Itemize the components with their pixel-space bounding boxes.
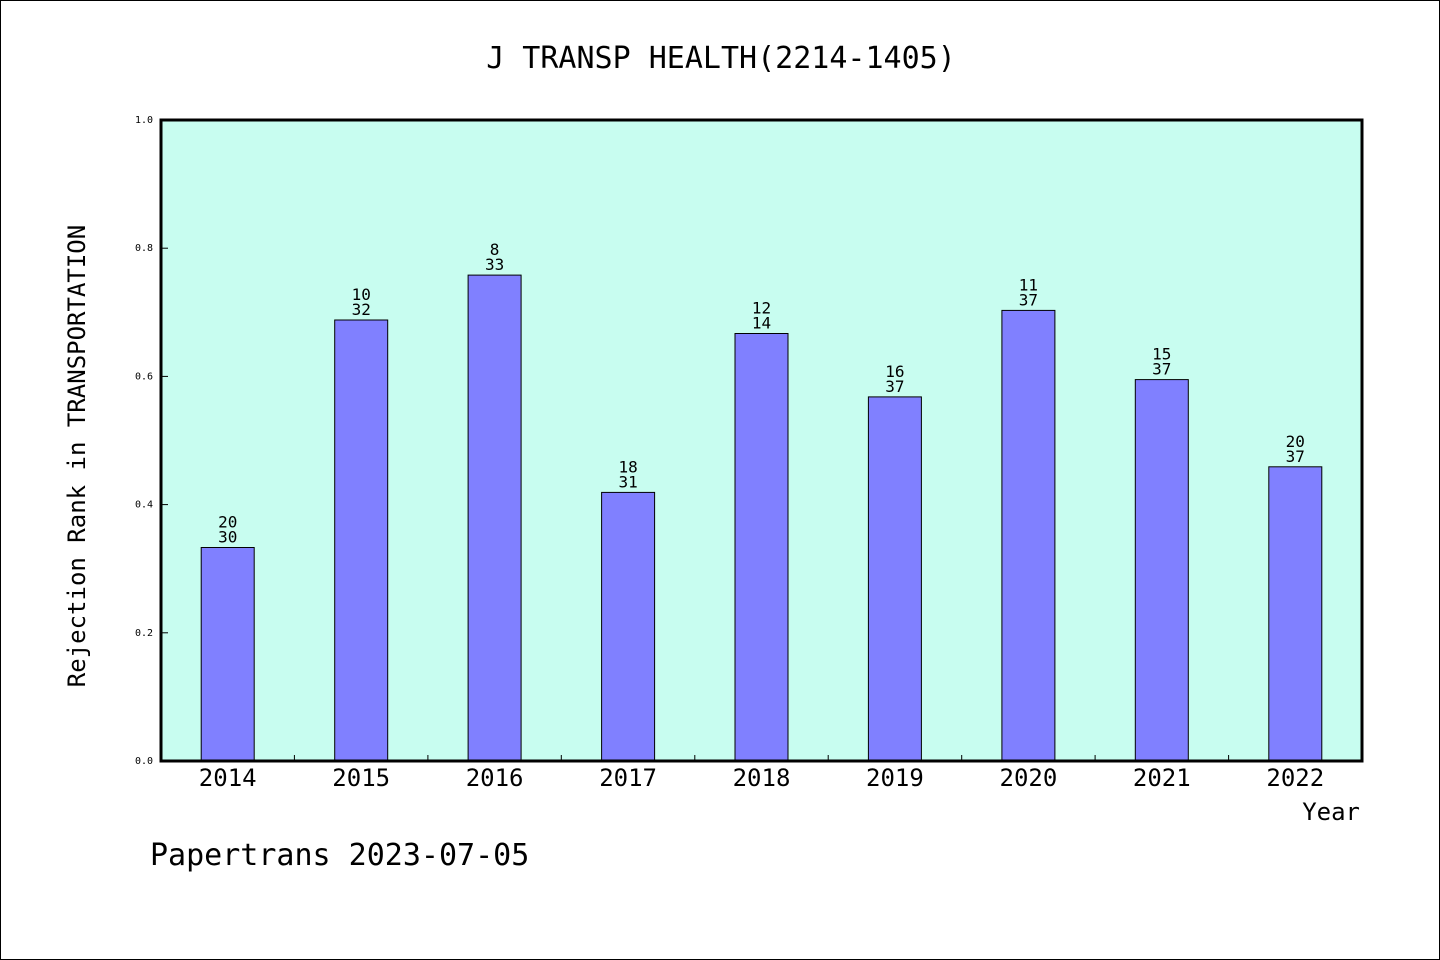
bar-label-top-2020: 11	[1019, 275, 1038, 294]
bar-label-bottom-2021: 37	[1152, 360, 1171, 379]
bar-label-bottom-2020: 37	[1019, 290, 1038, 309]
bar-label-bottom-2014: 30	[218, 528, 237, 547]
bar-label-top-2019: 16	[885, 362, 904, 381]
bar-2020	[1001, 309, 1056, 762]
bar-2014	[200, 547, 255, 762]
bar-2018	[734, 333, 789, 762]
bar-label-bottom-2018: 14	[752, 314, 771, 333]
x-tick-label-2021: 2021	[1133, 764, 1191, 792]
x-axis-label: Year	[1302, 798, 1360, 826]
bar-label-top-2015: 10	[352, 285, 371, 304]
bar-2016	[467, 274, 522, 762]
bar-label-top-2022: 20	[1286, 432, 1305, 451]
bar-label-bottom-2016: 33	[485, 255, 504, 274]
y-tick-label-0.2: 0.2	[135, 628, 153, 639]
y-tick-label-1.0: 1.0	[135, 115, 153, 126]
x-tick-label-2015: 2015	[332, 764, 390, 792]
x-tick-label-2019: 2019	[866, 764, 924, 792]
bar-label-top-2018: 12	[752, 299, 771, 318]
y-tick-label-0.8: 0.8	[135, 243, 153, 254]
bar-label-top-2021: 15	[1152, 345, 1171, 364]
x-tick-label-2022: 2022	[1266, 764, 1324, 792]
bar-label-bottom-2022: 37	[1286, 447, 1305, 466]
bar-2019	[867, 396, 922, 762]
chart-title: J TRANSP HEALTH(2214-1405)	[486, 41, 956, 76]
bars-layer	[200, 274, 1323, 762]
x-tick-label-2016: 2016	[466, 764, 524, 792]
bar-label-top-2017: 18	[618, 457, 637, 476]
bar-label-bottom-2019: 37	[885, 377, 904, 396]
plot-frame	[159, 118, 1364, 763]
bar-label-top-2016: 8	[490, 240, 500, 259]
x-axis: 2014 2015 2016 2017 2018 2019 2020 2021 2022	[199, 755, 1324, 792]
bar-2017	[601, 491, 656, 762]
footer-credit: Papertrans 2023-07-05	[150, 838, 529, 873]
x-tick-label-2018: 2018	[733, 764, 791, 792]
bar-2021	[1134, 379, 1189, 762]
y-tick-label-0.0: 0.0	[135, 756, 153, 767]
bar-label-bottom-2015: 32	[352, 300, 371, 319]
y-tick-label-0.4: 0.4	[135, 500, 153, 511]
x-tick-label-2017: 2017	[599, 764, 657, 792]
bar-2022	[1268, 466, 1323, 762]
x-tick-label-2020: 2020	[1000, 764, 1058, 792]
bar-2015	[334, 319, 389, 762]
bar-label-bottom-2017: 31	[618, 472, 637, 491]
y-axis-label: Rejection Rank in TRANSPORTATION	[63, 225, 91, 687]
y-tick-label-0.6: 0.6	[135, 371, 153, 382]
bar-label-top-2014: 20	[218, 513, 237, 532]
x-tick-label-2014: 2014	[199, 764, 257, 792]
